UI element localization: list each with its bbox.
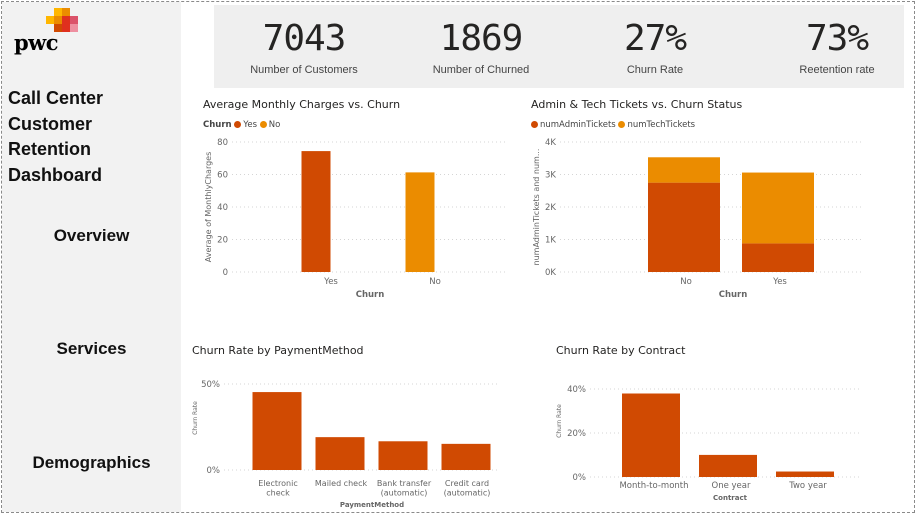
x-tick-label: Two year — [788, 481, 827, 491]
y-tick-label: 3K — [545, 171, 556, 181]
kpi-card-churn-rate: 27% Churn Rate — [570, 5, 740, 77]
legend-item-tech[interactable]: numTechTickets — [618, 120, 695, 130]
y-tick-label: 20% — [567, 429, 586, 439]
bar-contract-2 — [776, 471, 834, 477]
x-axis-title: Contract — [713, 494, 748, 502]
y-tick-label: 2K — [545, 203, 556, 213]
bar-payment-1 — [315, 437, 365, 470]
nav-demographics-button[interactable]: Demographics — [32, 453, 151, 472]
kpi-value: 7043 — [262, 18, 347, 59]
monthly-chart-title: Average Monthly Charges vs. Churn — [203, 98, 401, 111]
bar-numtechtickets-no — [648, 157, 720, 183]
y-axis-title: Average of MonthlyCharges — [204, 152, 213, 263]
nav-overview-button[interactable]: Overview — [53, 226, 130, 245]
kpi-value: 73% — [805, 18, 869, 59]
kpi-card-retention-rate: 73% Reetention rate — [752, 5, 916, 77]
dashboard-title-line-3: Retention — [8, 139, 91, 159]
kpi-card-churned: 1869 Number of Churned — [396, 5, 566, 77]
contract-chart-title: Churn Rate by Contract — [556, 344, 686, 357]
y-tick-label: 1K — [545, 236, 556, 246]
bar-payment-3 — [441, 443, 491, 470]
bar-numadmintickets-yes — [742, 243, 814, 272]
x-tick-label: Yes — [323, 277, 338, 287]
kpi-bar: 7043 Number of Customers 1869 Number of … — [214, 5, 904, 88]
x-tick-label: Yes — [772, 277, 787, 287]
y-tick-label: 0% — [573, 473, 587, 483]
bar-numtechtickets-yes — [742, 172, 814, 244]
kpi-label: Reetention rate — [799, 64, 875, 76]
x-tick-label: One year — [712, 481, 751, 491]
x-tick-label: Bank transfer (automatic) — [377, 479, 432, 498]
kpi-value: 1869 — [439, 18, 524, 59]
bar-payment-0 — [252, 392, 302, 470]
bar-no — [405, 172, 435, 272]
x-tick-label: Mailed check — [315, 479, 368, 488]
kpi-value: 27% — [623, 18, 687, 59]
sidebar: pwc Call Center Customer Retention Dashb… — [2, 2, 181, 512]
x-axis-title: Churn — [356, 290, 385, 300]
y-axis-title: numAdminTickets and num... — [532, 149, 541, 266]
dashboard-title-line-4: Dashboard — [8, 165, 103, 185]
legend-label: numAdminTickets — [540, 120, 616, 130]
x-tick-label: Month-to-month — [619, 481, 688, 491]
x-tick-label: Electronic check — [258, 479, 297, 498]
y-tick-label: 0K — [545, 268, 556, 278]
y-tick-label: 0% — [207, 466, 221, 476]
y-tick-label: 4K — [545, 138, 556, 148]
bar-yes — [301, 151, 331, 272]
kpi-label: Churn Rate — [626, 64, 684, 76]
legend-item-admin[interactable]: numAdminTickets — [531, 120, 616, 130]
x-tick-label: No — [680, 277, 692, 287]
bar-contract-0 — [622, 393, 680, 477]
y-tick-label: 40% — [567, 385, 586, 395]
tickets-chart-title: Admin & Tech Tickets vs. Churn Status — [531, 98, 743, 111]
bar-numadmintickets-no — [648, 182, 720, 272]
y-tick-label: 60 — [217, 171, 228, 181]
logo-text: pwc — [14, 30, 59, 55]
dashboard-title-line-1: Call Center — [8, 88, 104, 108]
y-tick-label: 80 — [217, 138, 228, 148]
legend-label: Yes — [243, 120, 258, 130]
legend-item-yes[interactable]: Yes — [234, 120, 257, 130]
y-axis-title: Churn Rate — [192, 401, 199, 435]
y-axis-title: Churn Rate — [556, 404, 563, 438]
x-tick-label: No — [429, 277, 441, 287]
x-axis-title: PaymentMethod — [340, 501, 404, 509]
payment-chart-title: Churn Rate by PaymentMethod — [192, 344, 364, 357]
x-tick-label: Credit card (automatic) — [444, 479, 491, 498]
tickets-chart-legend: numAdminTickets numTechTickets — [531, 120, 695, 130]
y-tick-label: 0 — [223, 268, 228, 278]
pwc-logo: pwc — [14, 8, 84, 58]
bar-payment-2 — [378, 441, 428, 470]
monthly-chart-legend: Churn Yes No — [203, 120, 280, 130]
bar-contract-1 — [699, 454, 757, 477]
legend-title: Churn — [203, 120, 232, 130]
x-axis-title: Churn — [719, 290, 748, 300]
y-tick-label: 40 — [217, 203, 228, 213]
kpi-label: Number of Churned — [432, 64, 530, 76]
kpi-card-customers: 7043 Number of Customers — [219, 5, 389, 77]
y-tick-label: 50% — [201, 380, 220, 390]
legend-item-no[interactable]: No — [259, 120, 281, 130]
legend-label: numTechTickets — [627, 120, 696, 130]
legend-label: No — [268, 120, 281, 130]
nav-services-button[interactable]: Services — [56, 339, 127, 358]
kpi-label: Number of Customers — [250, 64, 358, 76]
y-tick-label: 20 — [217, 236, 228, 246]
dashboard-title-line-2: Customer — [8, 114, 93, 134]
